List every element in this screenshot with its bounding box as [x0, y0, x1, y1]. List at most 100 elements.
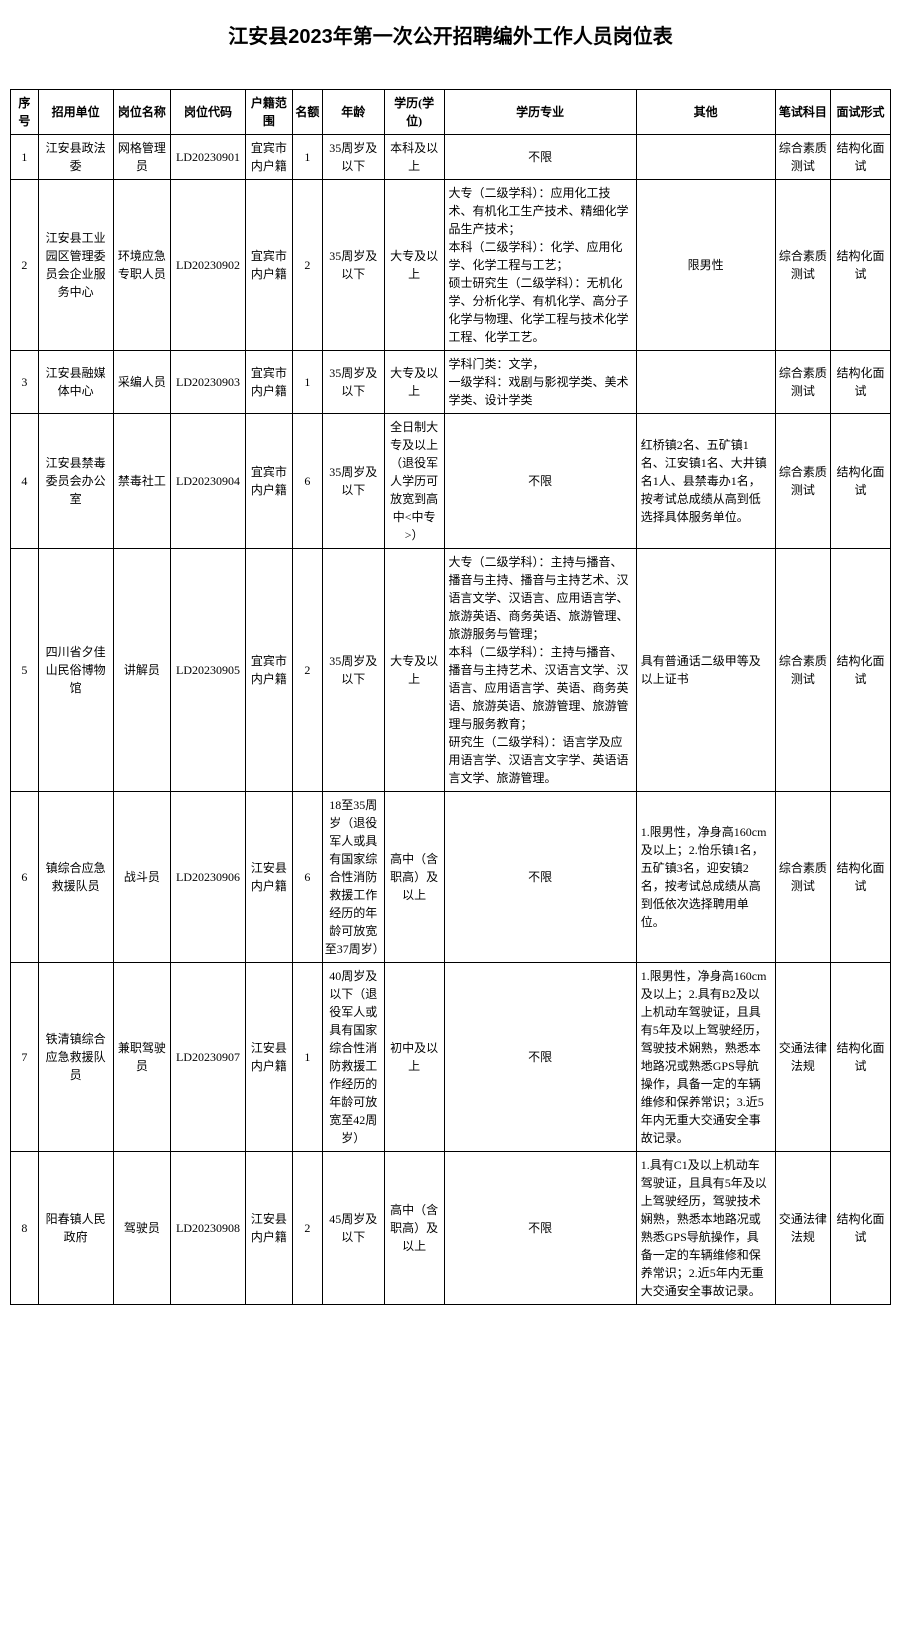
th-seq: 序号	[11, 90, 39, 135]
cell-interview: 结构化面试	[831, 135, 891, 180]
cell-edu: 高中（含职高）及以上	[384, 1152, 444, 1305]
cell-quota: 2	[292, 549, 322, 792]
cell-unit: 阳春镇人民政府	[38, 1152, 113, 1305]
cell-huji: 江安县内户籍	[245, 963, 292, 1152]
cell-major: 不限	[444, 135, 636, 180]
cell-interview: 结构化面试	[831, 180, 891, 351]
th-interview: 面试形式	[831, 90, 891, 135]
table-row: 6镇综合应急救援队员战斗员LD20230906江安县内户籍618至35周岁（退役…	[11, 792, 891, 963]
th-unit: 招用单位	[38, 90, 113, 135]
cell-age: 35周岁及以下	[322, 351, 384, 414]
cell-post: 环境应急专职人员	[113, 180, 171, 351]
cell-code: LD20230906	[171, 792, 246, 963]
cell-seq: 1	[11, 135, 39, 180]
cell-code: LD20230904	[171, 414, 246, 549]
page-title: 江安县2023年第一次公开招聘编外工作人员岗位表	[10, 20, 891, 49]
cell-exam: 综合素质测试	[775, 180, 831, 351]
cell-other: 具有普通话二级甲等及以上证书	[636, 549, 775, 792]
cell-unit: 铁清镇综合应急救援队员	[38, 963, 113, 1152]
cell-seq: 3	[11, 351, 39, 414]
cell-major: 大专（二级学科）：应用化工技术、有机化工生产技术、精细化学品生产技术；本科（二级…	[444, 180, 636, 351]
cell-other: 1.具有C1及以上机动车驾驶证，且具有5年及以上驾驶经历，驾驶技术娴熟，熟悉本地…	[636, 1152, 775, 1305]
cell-unit: 江安县禁毒委员会办公室	[38, 414, 113, 549]
cell-post: 禁毒社工	[113, 414, 171, 549]
cell-quota: 2	[292, 180, 322, 351]
th-other: 其他	[636, 90, 775, 135]
table-header-row: 序号 招用单位 岗位名称 岗位代码 户籍范围 名额 年龄 学历(学位) 学历专业…	[11, 90, 891, 135]
cell-other	[636, 135, 775, 180]
cell-seq: 5	[11, 549, 39, 792]
cell-exam: 综合素质测试	[775, 549, 831, 792]
cell-seq: 4	[11, 414, 39, 549]
cell-quota: 1	[292, 351, 322, 414]
table-row: 1江安县政法委网格管理员LD20230901宜宾市内户籍135周岁及以下本科及以…	[11, 135, 891, 180]
cell-major: 不限	[444, 963, 636, 1152]
table-row: 3江安县融媒体中心采编人员LD20230903宜宾市内户籍135周岁及以下大专及…	[11, 351, 891, 414]
cell-huji: 宜宾市内户籍	[245, 549, 292, 792]
cell-exam: 综合素质测试	[775, 792, 831, 963]
cell-post: 兼职驾驶员	[113, 963, 171, 1152]
cell-age: 40周岁及以下（退役军人或具有国家综合性消防救援工作经历的年龄可放宽至42周岁）	[322, 963, 384, 1152]
table-body: 1江安县政法委网格管理员LD20230901宜宾市内户籍135周岁及以下本科及以…	[11, 135, 891, 1305]
cell-quota: 1	[292, 135, 322, 180]
cell-other: 1.限男性，净身高160cm及以上；2.具有B2及以上机动车驾驶证，且具有5年及…	[636, 963, 775, 1152]
cell-post: 讲解员	[113, 549, 171, 792]
th-exam: 笔试科目	[775, 90, 831, 135]
cell-other: 红桥镇2名、五矿镇1名、江安镇1名、大井镇名1人、县禁毒办1名，按考试总成绩从高…	[636, 414, 775, 549]
cell-interview: 结构化面试	[831, 351, 891, 414]
cell-post: 驾驶员	[113, 1152, 171, 1305]
cell-edu: 本科及以上	[384, 135, 444, 180]
cell-other: 限男性	[636, 180, 775, 351]
cell-post: 战斗员	[113, 792, 171, 963]
th-major: 学历专业	[444, 90, 636, 135]
cell-seq: 6	[11, 792, 39, 963]
cell-code: LD20230908	[171, 1152, 246, 1305]
cell-interview: 结构化面试	[831, 549, 891, 792]
cell-edu: 大专及以上	[384, 351, 444, 414]
cell-code: LD20230905	[171, 549, 246, 792]
positions-table: 序号 招用单位 岗位名称 岗位代码 户籍范围 名额 年龄 学历(学位) 学历专业…	[10, 89, 891, 1305]
cell-other	[636, 351, 775, 414]
cell-code: LD20230907	[171, 963, 246, 1152]
cell-post: 网格管理员	[113, 135, 171, 180]
cell-seq: 2	[11, 180, 39, 351]
cell-huji: 江安县内户籍	[245, 792, 292, 963]
cell-edu: 初中及以上	[384, 963, 444, 1152]
cell-edu: 全日制大专及以上（退役军人学历可放宽到高中<中专>）	[384, 414, 444, 549]
cell-exam: 综合素质测试	[775, 351, 831, 414]
cell-seq: 8	[11, 1152, 39, 1305]
cell-exam: 综合素质测试	[775, 135, 831, 180]
cell-huji: 宜宾市内户籍	[245, 180, 292, 351]
cell-unit: 江安县政法委	[38, 135, 113, 180]
cell-code: LD20230903	[171, 351, 246, 414]
cell-interview: 结构化面试	[831, 963, 891, 1152]
cell-exam: 交通法律法规	[775, 1152, 831, 1305]
cell-edu: 高中（含职高）及以上	[384, 792, 444, 963]
cell-huji: 宜宾市内户籍	[245, 351, 292, 414]
cell-age: 45周岁及以下	[322, 1152, 384, 1305]
th-quota: 名额	[292, 90, 322, 135]
cell-exam: 综合素质测试	[775, 414, 831, 549]
cell-quota: 2	[292, 1152, 322, 1305]
cell-unit: 江安县融媒体中心	[38, 351, 113, 414]
cell-interview: 结构化面试	[831, 792, 891, 963]
cell-exam: 交通法律法规	[775, 963, 831, 1152]
table-row: 7铁清镇综合应急救援队员兼职驾驶员LD20230907江安县内户籍140周岁及以…	[11, 963, 891, 1152]
cell-unit: 江安县工业园区管理委员会企业服务中心	[38, 180, 113, 351]
cell-edu: 大专及以上	[384, 180, 444, 351]
cell-other: 1.限男性，净身高160cm及以上；2.怡乐镇1名，五矿镇3名，迎安镇2名，按考…	[636, 792, 775, 963]
cell-code: LD20230902	[171, 180, 246, 351]
cell-quota: 6	[292, 792, 322, 963]
table-row: 4江安县禁毒委员会办公室禁毒社工LD20230904宜宾市内户籍635周岁及以下…	[11, 414, 891, 549]
cell-major: 不限	[444, 792, 636, 963]
th-post: 岗位名称	[113, 90, 171, 135]
cell-major: 不限	[444, 1152, 636, 1305]
cell-huji: 宜宾市内户籍	[245, 135, 292, 180]
th-edu: 学历(学位)	[384, 90, 444, 135]
cell-interview: 结构化面试	[831, 414, 891, 549]
cell-age: 35周岁及以下	[322, 549, 384, 792]
cell-major: 大专（二级学科）：主持与播音、播音与主持、播音与主持艺术、汉语言文学、汉语言、应…	[444, 549, 636, 792]
cell-unit: 四川省夕佳山民俗博物馆	[38, 549, 113, 792]
cell-age: 35周岁及以下	[322, 135, 384, 180]
th-age: 年龄	[322, 90, 384, 135]
